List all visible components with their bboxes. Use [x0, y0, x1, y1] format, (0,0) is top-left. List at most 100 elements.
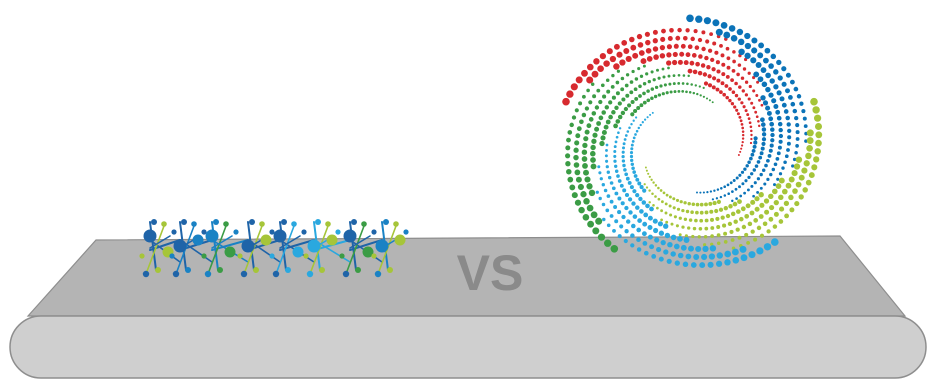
- spiral-dot: [742, 67, 747, 71]
- spiral-dot: [798, 174, 805, 181]
- spiral-dot: [749, 141, 753, 145]
- spiral-dot: [656, 247, 662, 253]
- spiral-dot: [801, 167, 808, 174]
- spiral-dot: [760, 146, 765, 151]
- spiral-dot: [712, 41, 717, 46]
- spiral-dot: [676, 207, 681, 211]
- spiral-dot: [757, 52, 764, 59]
- spiral-dot: [750, 199, 756, 205]
- spiral-dot: [575, 76, 583, 84]
- spiral-dot: [790, 101, 796, 107]
- spiral-dot: [630, 162, 635, 167]
- spiral-dot: [569, 122, 574, 128]
- spiral-dot: [744, 179, 748, 183]
- spiral-dot: [630, 112, 635, 117]
- spiral-dot: [638, 84, 642, 89]
- spiral-dot: [723, 240, 728, 244]
- spiral-dot: [795, 156, 803, 163]
- spiral-dot: [709, 32, 714, 37]
- spiral-dot: [582, 142, 588, 149]
- spiral-dot: [663, 83, 667, 87]
- spiral-dot: [597, 165, 601, 169]
- spiral-dot: [710, 217, 714, 222]
- spiral-dot: [757, 76, 764, 83]
- spiral-dot: [621, 214, 626, 220]
- spiral-dot: [605, 143, 609, 147]
- spiral-dot: [761, 132, 767, 137]
- spiral-dot: [591, 70, 599, 78]
- spiral-dot: [685, 52, 691, 58]
- spiral-dot: [675, 198, 680, 202]
- spiral-dot: [605, 208, 610, 213]
- spiral-dot: [760, 103, 764, 107]
- spiral-dot: [699, 191, 702, 194]
- spiral-dot: [646, 116, 649, 119]
- spiral-dot: [627, 180, 632, 185]
- spiral-dot: [629, 151, 634, 155]
- spiral-dot: [731, 69, 736, 73]
- spiral-dot: [611, 110, 616, 115]
- spiral-dot: [747, 117, 751, 120]
- spiral-dot: [677, 236, 683, 242]
- spiral-dot: [768, 63, 774, 69]
- spiral-dot: [760, 95, 766, 101]
- spiral-dot: [741, 89, 745, 93]
- spiral-dot: [638, 94, 642, 98]
- spiral-dot: [732, 59, 736, 64]
- molecule-atom: [172, 270, 180, 278]
- belt-front-roller: [9, 315, 927, 379]
- spiral-dot: [645, 39, 651, 46]
- spiral-dot: [715, 87, 720, 92]
- spiral-dot: [771, 167, 776, 172]
- spiral-dot: [677, 82, 681, 85]
- spiral-dot: [750, 57, 757, 64]
- spiral-dot: [609, 55, 617, 63]
- spiral-dot: [603, 124, 609, 130]
- spiral-dot: [616, 69, 621, 73]
- spiral-dot: [711, 67, 716, 72]
- spiral-dot: [715, 216, 720, 221]
- spiral-dot: [788, 194, 794, 201]
- spiral-dot: [677, 89, 681, 93]
- spiral-dot: [631, 139, 635, 143]
- spiral-dot: [647, 172, 650, 175]
- spiral-dot: [693, 254, 700, 260]
- spiral-dot: [740, 147, 743, 150]
- spiral-dot: [664, 211, 668, 215]
- spiral-dot: [639, 209, 644, 214]
- spiral-dot: [711, 101, 714, 104]
- spiral-dot: [778, 127, 783, 133]
- spiral-dot: [722, 92, 727, 97]
- spiral-dot: [712, 19, 720, 27]
- spiral-dot: [668, 204, 672, 208]
- spiral-dot: [693, 29, 698, 34]
- spiral-dot: [688, 245, 694, 252]
- spiral-dot: [741, 133, 745, 137]
- spiral-dot: [716, 233, 721, 238]
- spiral-dot: [750, 137, 753, 141]
- spiral-dot: [617, 234, 622, 239]
- spiral-dot: [736, 72, 740, 77]
- spiral-dot: [805, 179, 812, 186]
- spiral-dot: [609, 181, 614, 185]
- spiral-dot: [639, 123, 642, 127]
- spiral-dot: [723, 231, 728, 236]
- molecule-atom: [362, 246, 374, 258]
- spiral-dot: [735, 209, 741, 214]
- spiral-dot: [716, 199, 722, 204]
- spiral-dot: [584, 106, 590, 111]
- spiral-dot: [744, 80, 749, 84]
- spiral-dot: [751, 148, 756, 153]
- spiral-dot: [740, 123, 744, 126]
- spiral-dot: [666, 258, 672, 264]
- spiral-dot: [757, 120, 760, 123]
- spiral-dot: [686, 82, 689, 86]
- spiral-dot: [567, 130, 573, 135]
- spiral-dot: [718, 207, 724, 212]
- spiral-dot: [778, 139, 783, 144]
- spiral-dot: [814, 122, 823, 131]
- spiral-dot: [579, 119, 584, 125]
- spiral-dot: [683, 217, 688, 221]
- spiral-dot: [625, 73, 630, 77]
- spiral-dot: [629, 154, 634, 159]
